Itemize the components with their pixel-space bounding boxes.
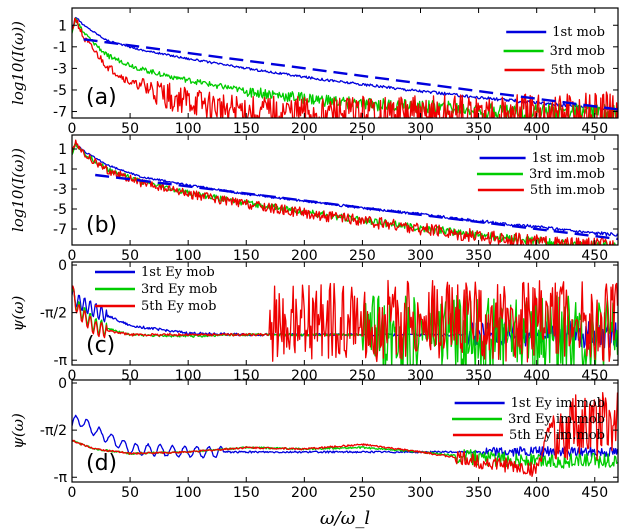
x-tick-label: 350 [465, 485, 492, 501]
legend-entry: 5th Ey im.mob [509, 428, 605, 443]
x-tick-label: 400 [523, 485, 550, 501]
legend-entry: 3rd Ey im.mob [508, 412, 605, 427]
legend-entry: 1st Ey im.mob [511, 396, 605, 411]
x-tick-label: 350 [465, 248, 492, 264]
legend-entry: 1st Ey mob [141, 265, 215, 280]
y-tick-label: 1 [58, 18, 67, 34]
y-tick-label: 0 [58, 376, 67, 392]
y-tick-label: -π [54, 353, 68, 369]
y-tick-label: -5 [53, 202, 67, 218]
x-tick-label: 400 [523, 248, 550, 264]
y-tick-label: -3 [53, 182, 67, 198]
y-tick-label: -π/2 [40, 423, 67, 439]
x-tick-label: 300 [407, 121, 434, 137]
fit-line [95, 173, 618, 241]
x-tick-label: 50 [121, 485, 139, 501]
panel-label: (c) [86, 333, 115, 358]
x-tick-label: 200 [291, 485, 318, 501]
x-tick-label: 150 [233, 485, 260, 501]
y-tick-label: -3 [53, 61, 67, 77]
series-group [72, 279, 618, 365]
x-tick-label: 300 [407, 248, 434, 264]
axes-frame [71, 134, 619, 246]
legend-entry: 3rd im.mob [529, 167, 605, 182]
x-tick-label: 0 [68, 248, 77, 264]
series-line-3 [72, 279, 618, 363]
series-line-1 [72, 16, 618, 111]
legend: 1st Ey mob 3rd Ey mob 5th Ey mob [95, 265, 217, 314]
series-line-2 [72, 439, 618, 469]
x-tick-label: 450 [581, 485, 608, 501]
panel-label: (a) [86, 85, 117, 110]
x-tick-label: 250 [349, 248, 376, 264]
axes-frame [71, 7, 619, 119]
legend-entry: 3rd mob [550, 44, 605, 59]
x-tick-label: 0 [68, 121, 77, 137]
y-axis-label: ψ(ω) [9, 413, 27, 449]
legend-entry: 5th im.mob [530, 183, 605, 198]
panel-c: 0 50 100 150 200 250 300 350 400 4500-π/2-πψ(ω)(c… [9, 258, 619, 384]
y-tick-label: -5 [53, 83, 67, 99]
x-tick-label: 150 [233, 121, 260, 137]
x-tick-label: 200 [291, 121, 318, 137]
panel-label: (b) [86, 213, 117, 238]
legend: 1st mob 3rd mob 5th mob [503, 25, 605, 78]
x-tick-label: 150 [233, 248, 260, 264]
x-tick-label: 250 [349, 121, 376, 137]
panel-label: (d) [86, 451, 117, 476]
y-tick-label: 1 [58, 142, 67, 158]
legend-entry: 5th mob [551, 63, 605, 78]
x-tick-label: 250 [349, 485, 376, 501]
legend-entry: 3rd Ey mob [141, 282, 217, 297]
y-tick-label: -7 [53, 222, 67, 238]
x-tick-label: 50 [121, 121, 139, 137]
panel-d: 0 50 100 150 200 250 300 350 400 450 0 -π/2 -π ψ(ω) (d… [9, 376, 619, 529]
x-tick-label: 200 [291, 248, 318, 264]
x-tick-label: 0 [68, 485, 77, 501]
panel-b: 0 50 100 150 200 250 300 350 400 450 1 -1 -3 -5 -7 log1… [9, 134, 619, 264]
legend-entry: 1st im.mob [532, 151, 605, 166]
y-tick-label: -1 [53, 162, 67, 178]
y-tick-label: -1 [53, 40, 67, 56]
axes-frame [71, 261, 619, 366]
panel-a: 0 50 100 150 200 250 300 350 400 450 1 -1 -3 -5 -7 log1… [9, 7, 619, 137]
y-axis-label: ψ(ω) [9, 296, 27, 332]
x-tick-label: 100 [175, 485, 202, 501]
legend-entry: 1st mob [552, 25, 605, 40]
x-tick-label: 350 [465, 121, 492, 137]
series-line-3 [72, 139, 614, 245]
series-line-3 [72, 17, 618, 118]
series-line-1 [72, 142, 618, 237]
fit-line [83, 38, 618, 111]
x-tick-label: 450 [581, 248, 608, 264]
series-line-3 [72, 392, 618, 478]
x-tick-label: 50 [121, 248, 139, 264]
series-group [72, 16, 618, 118]
series-group [72, 392, 618, 478]
y-tick-label: -π [54, 470, 68, 486]
series-group [72, 139, 618, 245]
x-tick-label: 400 [523, 121, 550, 137]
axes-frame [71, 379, 619, 483]
x-tick-label: 300 [407, 485, 434, 501]
y-tick-label: 0 [58, 258, 67, 274]
y-axis-label: log10(I(ω)) [9, 21, 27, 105]
x-axis-label: ω/ω_l [320, 508, 370, 529]
y-tick-label: -π/2 [40, 306, 67, 322]
x-tick-label: 0 [68, 368, 77, 384]
y-tick-label: -7 [53, 105, 67, 121]
legend-entry: 5th Ey mob [141, 299, 216, 314]
x-tick-label: 450 [581, 121, 608, 137]
series-line-1 [72, 414, 618, 459]
x-tick-label: 100 [175, 248, 202, 264]
x-tick-label: 100 [175, 121, 202, 137]
y-axis-label: log10(I(ω)) [9, 148, 27, 232]
